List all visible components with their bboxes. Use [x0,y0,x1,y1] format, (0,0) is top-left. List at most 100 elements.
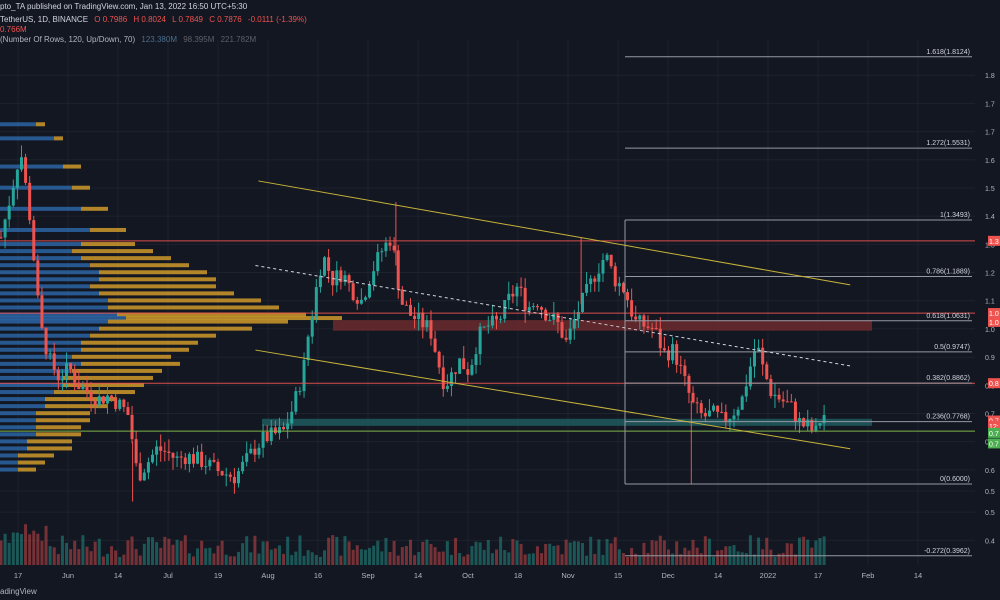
candle-body-154 [630,300,634,317]
volume-bar-155 [634,553,638,565]
volume-bar-174 [712,556,716,565]
volume-bar-77 [314,554,318,565]
candle-body-134 [548,319,552,321]
volume-bar-26 [105,553,109,565]
volume-bar-17 [69,549,73,565]
volume-bar-108 [441,551,445,565]
x-tick-label-6: 16 [314,571,322,580]
vp-up-row-39 [0,467,18,472]
volume-bar-34 [138,555,142,565]
volume-bar-86 [351,549,355,565]
candle-body-145 [593,278,597,282]
candle-body-77 [314,287,318,317]
volume-bar-80 [327,537,331,565]
vp-up-row-12 [0,284,90,289]
candle-body-67 [273,427,277,434]
candle-body-75 [306,336,310,361]
volume-bar-133 [544,544,548,565]
x-tick-label-13: Dec [661,571,675,580]
vp-down-row-20 [90,333,216,338]
volume-bar-117 [478,542,482,565]
y-tick-label-15: 1.7 [985,130,995,137]
volume-bar-148 [605,539,609,565]
tradingview-brand[interactable]: adingView [0,587,37,596]
x-tick-label-10: 18 [514,571,522,580]
candle-body-29 [118,399,122,409]
candle-body-196 [802,418,806,427]
volume-bar-123 [503,550,507,565]
candle-body-194 [793,401,797,422]
vp-down-row-9 [90,263,189,268]
volume-bar-66 [269,549,273,565]
fib-label-0: 1.618(1.8124) [926,49,970,56]
candle-body-153 [626,292,630,301]
vp-up-row-17 [0,316,126,321]
channel-lower-line [255,349,851,450]
candle-body-129 [527,307,531,311]
candle-body-170 [695,402,699,404]
vp-down-row-1 [54,136,63,141]
candle-body-149 [609,254,613,267]
volume-bar-121 [494,549,498,565]
candle-body-188 [769,379,773,397]
volume-profile-legend[interactable]: (Number Of Rows, 120, Up/Down, 70) 123.3… [0,35,260,44]
price-tag-box-5 [988,420,1000,431]
volume-bar-183 [748,535,752,565]
volume-bar-74 [302,555,306,565]
volume-bar-134 [548,543,552,565]
volume-bar-68 [277,545,281,565]
vp-down-row-32 [36,418,90,423]
candle-body-162 [662,348,666,351]
time-axis[interactable]: 17 Jun 14 Jul 19 Aug 16 Sep 14 Oct 18 Nov 15 Dec 14 202… [14,571,922,580]
symbol-legend[interactable]: TetherUS, 1D, BINANCE O 0.7986 H 0.8024 … [0,15,311,24]
volume-legend[interactable]: 0.766M [0,25,31,34]
candle-body-146 [597,273,601,282]
candle-body-109 [445,385,449,390]
candle-body-61 [249,448,253,454]
volume-bar-60 [245,536,249,565]
volume-bar-156 [638,555,642,565]
x-tick-label-14: 14 [714,571,722,580]
volume-bar-38 [155,542,159,565]
vp-down-row-33 [36,425,81,430]
candle-body-174 [712,405,716,411]
candle-body-191 [781,399,785,402]
candle-body-159 [650,327,654,329]
vp-up-row-21 [0,340,81,345]
vp-up-row-11 [0,277,99,282]
volume-bar-142 [580,542,584,565]
vp-up-row-7 [0,249,72,254]
vp-up-value: 123.380M [141,35,177,44]
vp-up-row-29 [0,397,45,402]
candle-body-197 [806,420,810,427]
volume-bar-145 [593,554,597,565]
candle-body-63 [257,447,261,455]
candle-body-126 [515,286,519,297]
volume-bar-140 [572,541,576,565]
volume-bar-78 [318,556,322,565]
x-tick-label-12: 15 [614,571,622,580]
price-tag-label-6: 0.7 [989,431,999,438]
volume-bar-163 [666,549,670,565]
volume-bar-99 [404,546,408,565]
volume-bar-39 [159,547,163,565]
candle-body-116 [474,354,478,365]
volume-bar-157 [642,542,646,565]
price-tag-box-1 [988,308,1000,319]
candle-body-18 [73,369,77,383]
volume-bar-162 [662,540,666,565]
volume-bar-43 [175,539,179,565]
volume-bar-146 [597,539,601,565]
candle-body-148 [605,254,609,261]
candle-body-106 [433,338,437,352]
volume-bars [0,524,826,565]
volume-bar-113 [462,556,466,565]
candle-body-135 [552,313,556,320]
x-tick-label-16: 17 [814,571,822,580]
channel-mid-dashed-line [255,265,851,367]
volume-bar-193 [789,543,793,565]
resistance-zone [333,320,872,331]
volume-bar-151 [617,549,621,565]
volume-bar-188 [769,549,773,565]
